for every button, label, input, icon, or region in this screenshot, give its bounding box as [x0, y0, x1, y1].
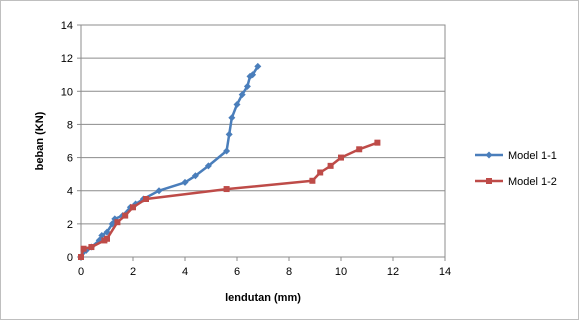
data-point — [88, 244, 95, 251]
data-point — [374, 139, 381, 146]
x-tick-label: 12 — [387, 266, 399, 278]
data-point — [238, 91, 246, 99]
data-point — [243, 82, 251, 90]
data-point — [228, 114, 236, 122]
series-line-2 — [79, 141, 378, 258]
data-point — [114, 219, 121, 226]
data-point — [104, 235, 110, 242]
y-tick-label: 2 — [67, 219, 73, 231]
legend-marker — [485, 151, 493, 159]
legend-label: Model 1-2 — [508, 176, 557, 188]
y-tick-label: 0 — [67, 252, 73, 264]
y-tick-label: 10 — [61, 86, 73, 98]
y-tick-label: 12 — [61, 53, 73, 65]
x-axis-ticks: 0 2 4 6 8 10 12 14 — [78, 257, 451, 278]
data-point — [143, 196, 149, 202]
data-point — [223, 147, 231, 155]
x-tick-label: 2 — [130, 266, 136, 278]
data-point — [338, 154, 344, 161]
gridlines — [81, 57, 445, 225]
legend-item-2: Model 1-2 — [475, 176, 557, 188]
data-point — [327, 162, 334, 169]
y-tick-label: 6 — [67, 153, 73, 165]
data-point — [249, 71, 257, 79]
data-point — [181, 178, 189, 186]
y-tick-label: 8 — [67, 119, 73, 131]
data-point — [78, 254, 84, 260]
data-point — [122, 212, 129, 219]
data-point — [130, 204, 136, 211]
y-axis-ticks: 0 2 4 6 8 10 12 14 — [61, 20, 81, 264]
x-tick-label: 10 — [335, 266, 347, 278]
x-tick-label: 6 — [234, 266, 240, 278]
x-tick-label: 4 — [182, 266, 188, 278]
legend: Model 1-1 Model 1-2 — [475, 150, 557, 188]
series-2 — [78, 139, 381, 260]
data-point — [356, 146, 363, 153]
series-layer — [77, 62, 381, 261]
data-point — [223, 186, 230, 193]
x-tick-label: 14 — [439, 266, 451, 278]
data-point — [191, 172, 199, 180]
data-point — [309, 177, 316, 184]
y-tick-label: 14 — [61, 20, 73, 32]
x-tick-label: 8 — [286, 266, 292, 278]
y-axis-title: beban (KN) — [34, 111, 46, 170]
data-point — [225, 130, 233, 138]
data-point — [233, 101, 241, 109]
y-tick-label: 4 — [67, 186, 73, 198]
legend-marker — [486, 178, 492, 184]
data-point — [98, 231, 106, 239]
data-point — [80, 245, 87, 252]
plot-area — [80, 24, 446, 258]
x-tick-label: 0 — [78, 266, 84, 278]
legend-label: Model 1-1 — [508, 150, 557, 162]
data-point — [155, 187, 163, 195]
x-axis-title: lendutan (mm) — [225, 292, 301, 304]
data-point — [317, 169, 324, 176]
data-point — [204, 162, 212, 170]
legend-item-1: Model 1-1 — [475, 150, 557, 162]
